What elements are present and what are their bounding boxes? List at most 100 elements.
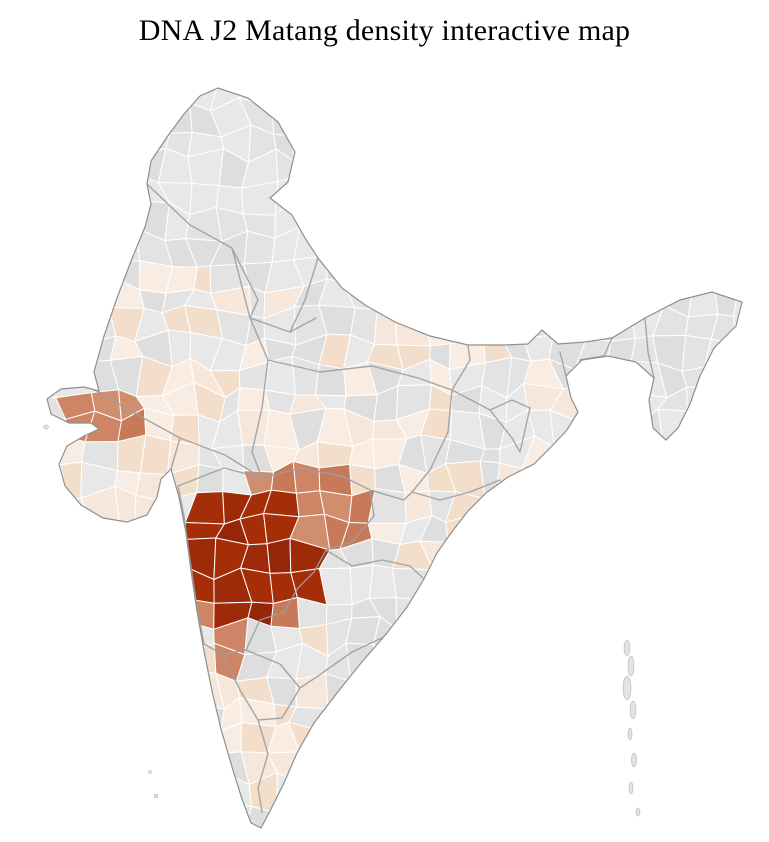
district-cell[interactable] — [609, 382, 642, 423]
district-cell[interactable] — [681, 334, 712, 373]
district-cell[interactable] — [705, 201, 741, 242]
district-cell[interactable] — [113, 725, 136, 758]
district-cell[interactable] — [170, 414, 200, 446]
district-cell[interactable] — [602, 564, 631, 603]
district-cell[interactable] — [369, 802, 401, 832]
district-cell[interactable] — [190, 750, 225, 776]
district-cell[interactable] — [313, 772, 356, 812]
district-cell[interactable] — [393, 309, 431, 347]
district-cell[interactable] — [501, 694, 534, 727]
district-cell[interactable] — [603, 775, 628, 813]
district-cell[interactable] — [730, 83, 767, 111]
district-cell[interactable] — [64, 597, 83, 622]
district-cell[interactable] — [600, 518, 641, 548]
district-cell[interactable] — [271, 74, 300, 108]
district-cell[interactable] — [654, 833, 692, 842]
district-cell[interactable] — [270, 800, 302, 837]
district-cell[interactable] — [635, 831, 661, 842]
district-cell[interactable] — [54, 674, 95, 709]
district-cell[interactable] — [159, 647, 201, 684]
district-cell[interactable] — [474, 679, 509, 710]
district-cell[interactable] — [393, 149, 427, 184]
district-cell[interactable] — [678, 668, 713, 710]
district-cell[interactable] — [187, 726, 225, 754]
district-cell[interactable] — [578, 672, 607, 702]
district-cell[interactable] — [714, 756, 743, 783]
district-cell[interactable] — [314, 750, 356, 779]
district-cell[interactable] — [573, 798, 605, 832]
district-cell[interactable] — [287, 74, 323, 104]
district-cell[interactable] — [554, 616, 589, 648]
district-cell[interactable] — [290, 148, 330, 179]
district-cell[interactable] — [33, 175, 70, 211]
district-cell[interactable] — [551, 77, 580, 111]
district-cell[interactable] — [477, 622, 512, 655]
district-cell[interactable] — [472, 823, 511, 842]
district-cell[interactable] — [470, 180, 510, 216]
district-cell[interactable] — [664, 646, 688, 679]
district-cell[interactable] — [28, 620, 70, 658]
district-cell[interactable] — [423, 182, 448, 212]
district-cell[interactable] — [500, 775, 526, 805]
district-cell[interactable] — [677, 181, 711, 208]
district-cell[interactable] — [738, 523, 769, 555]
district-cell[interactable] — [55, 175, 92, 207]
district-cell[interactable] — [342, 696, 378, 728]
district-cell[interactable] — [342, 237, 377, 268]
district-cell[interactable] — [626, 186, 661, 211]
district-cell[interactable] — [656, 565, 683, 607]
district-cell[interactable] — [290, 827, 319, 842]
district-cell[interactable] — [423, 830, 447, 842]
district-cell[interactable] — [578, 180, 615, 216]
district-cell[interactable] — [684, 516, 719, 547]
district-cell[interactable] — [443, 106, 486, 134]
district-cell[interactable] — [550, 279, 589, 317]
district-cell[interactable] — [605, 697, 635, 729]
district-cell[interactable] — [527, 616, 562, 650]
district-cell[interactable] — [60, 537, 92, 579]
district-cell[interactable] — [368, 564, 397, 599]
district-cell[interactable] — [137, 669, 174, 704]
district-cell[interactable] — [158, 668, 191, 705]
district-cell[interactable] — [419, 73, 452, 109]
district-cell[interactable] — [523, 775, 554, 802]
district-cell[interactable] — [550, 596, 586, 619]
district-cell[interactable] — [344, 199, 381, 241]
district-cell[interactable] — [524, 488, 558, 526]
district-cell[interactable] — [549, 779, 589, 811]
district-cell[interactable] — [501, 106, 526, 138]
district-cell[interactable] — [584, 616, 616, 649]
district-cell[interactable] — [290, 100, 329, 138]
district-cell[interactable] — [314, 824, 356, 842]
district-cell[interactable] — [577, 205, 615, 242]
district-cell[interactable] — [367, 772, 402, 814]
district-cell[interactable] — [29, 695, 69, 734]
district-cell[interactable] — [37, 107, 62, 138]
district-cell[interactable] — [662, 667, 681, 704]
district-cell[interactable] — [522, 668, 560, 708]
district-cell[interactable] — [368, 671, 407, 706]
district-cell[interactable] — [704, 465, 737, 497]
district-cell[interactable] — [677, 204, 708, 238]
district-cell[interactable] — [397, 654, 430, 683]
district-cell[interactable] — [736, 802, 768, 833]
district-cell[interactable] — [580, 644, 616, 678]
district-cell[interactable] — [547, 237, 580, 258]
district-cell[interactable] — [703, 121, 746, 154]
district-cell[interactable] — [549, 131, 589, 151]
island-district[interactable] — [153, 793, 159, 799]
district-cell[interactable] — [32, 546, 68, 579]
district-cell[interactable] — [478, 258, 513, 289]
district-cell[interactable] — [660, 803, 693, 836]
district-cell[interactable] — [33, 152, 69, 187]
district-cell[interactable] — [733, 315, 767, 345]
district-cell[interactable] — [601, 467, 641, 498]
district-cell[interactable] — [652, 774, 693, 806]
district-cell[interactable] — [290, 176, 322, 206]
district-cell[interactable] — [80, 124, 113, 152]
district-cell[interactable] — [707, 832, 741, 842]
district-cell[interactable] — [375, 825, 403, 842]
district-cell[interactable] — [550, 543, 584, 579]
district-cell[interactable] — [629, 570, 659, 603]
district-cell[interactable] — [577, 411, 612, 444]
